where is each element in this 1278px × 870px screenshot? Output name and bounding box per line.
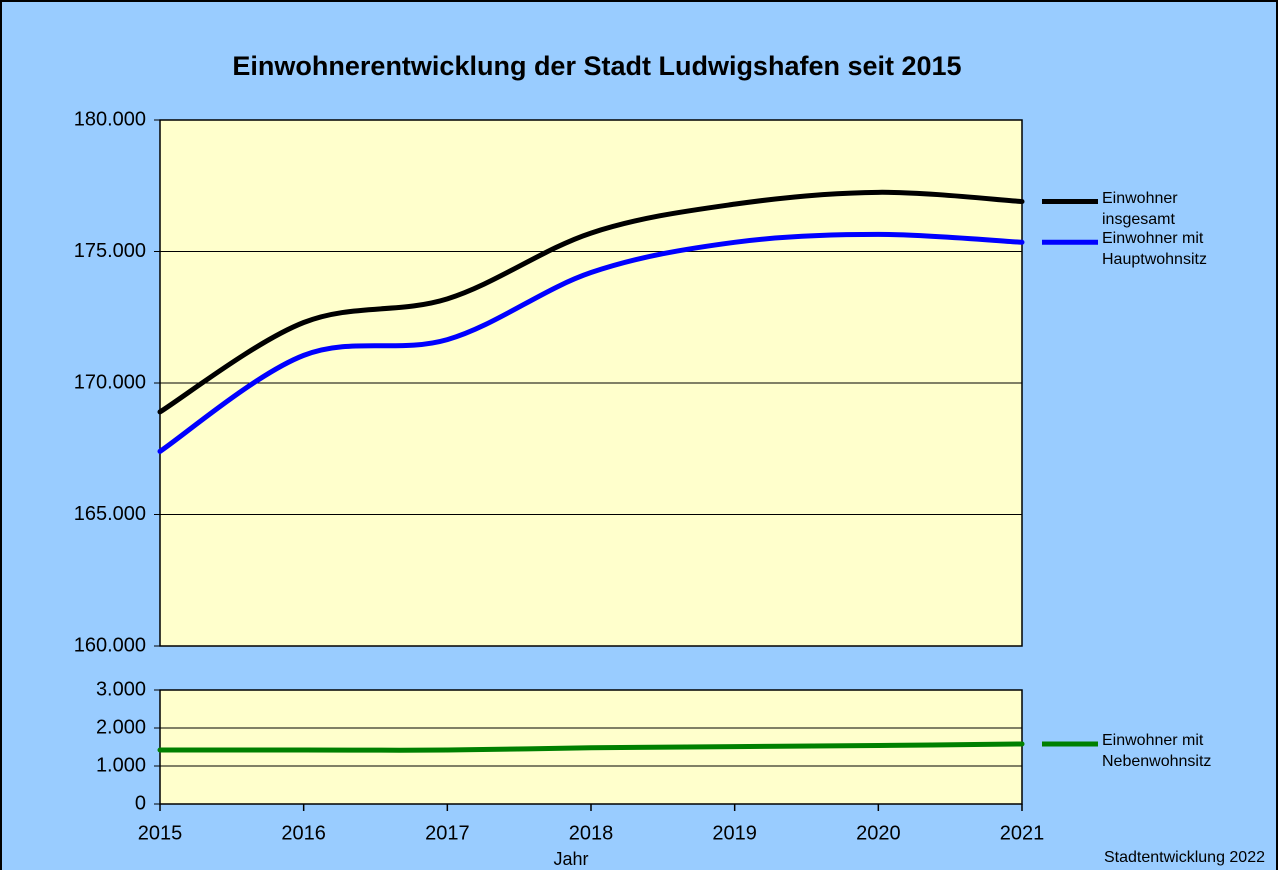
y-tick-label: 160.000 xyxy=(74,634,146,656)
x-axis-label: Jahr xyxy=(553,849,588,869)
legend-label: Einwohner mit Hauptwohnsitz xyxy=(1102,230,1207,269)
y-tick-label: 175.000 xyxy=(74,240,146,262)
chart-title: Einwohnerentwicklung der Stadt Ludwigsha… xyxy=(232,51,961,81)
y-tick-label: 2.000 xyxy=(96,716,146,738)
y-tick-label: 165.000 xyxy=(74,503,146,525)
y-tick-label: 180.000 xyxy=(74,108,146,130)
y-tick-label: 3.000 xyxy=(96,678,146,700)
legend-label: Einwohner mit Nebenwohnsitz xyxy=(1102,731,1212,770)
y-tick-label: 0 xyxy=(135,792,146,814)
data-line xyxy=(157,231,1025,454)
x-tick-label: 2019 xyxy=(712,822,757,844)
x-tick-label: 2016 xyxy=(281,822,326,844)
x-tick-label: 2021 xyxy=(1000,822,1045,844)
legend-label: Einwohner insgesamt xyxy=(1102,189,1178,228)
x-tick-label: 2018 xyxy=(569,822,614,844)
x-tick-label: 2017 xyxy=(425,822,470,844)
source-note: Stadtentwicklung 2022 xyxy=(1104,849,1265,866)
data-line xyxy=(157,189,1025,415)
data-line xyxy=(157,741,1025,753)
x-tick-label: 2015 xyxy=(138,822,183,844)
y-tick-label: 170.000 xyxy=(74,371,146,393)
y-tick-label: 1.000 xyxy=(96,754,146,776)
plot-border xyxy=(159,119,1023,647)
x-tick-label: 2020 xyxy=(856,822,901,844)
